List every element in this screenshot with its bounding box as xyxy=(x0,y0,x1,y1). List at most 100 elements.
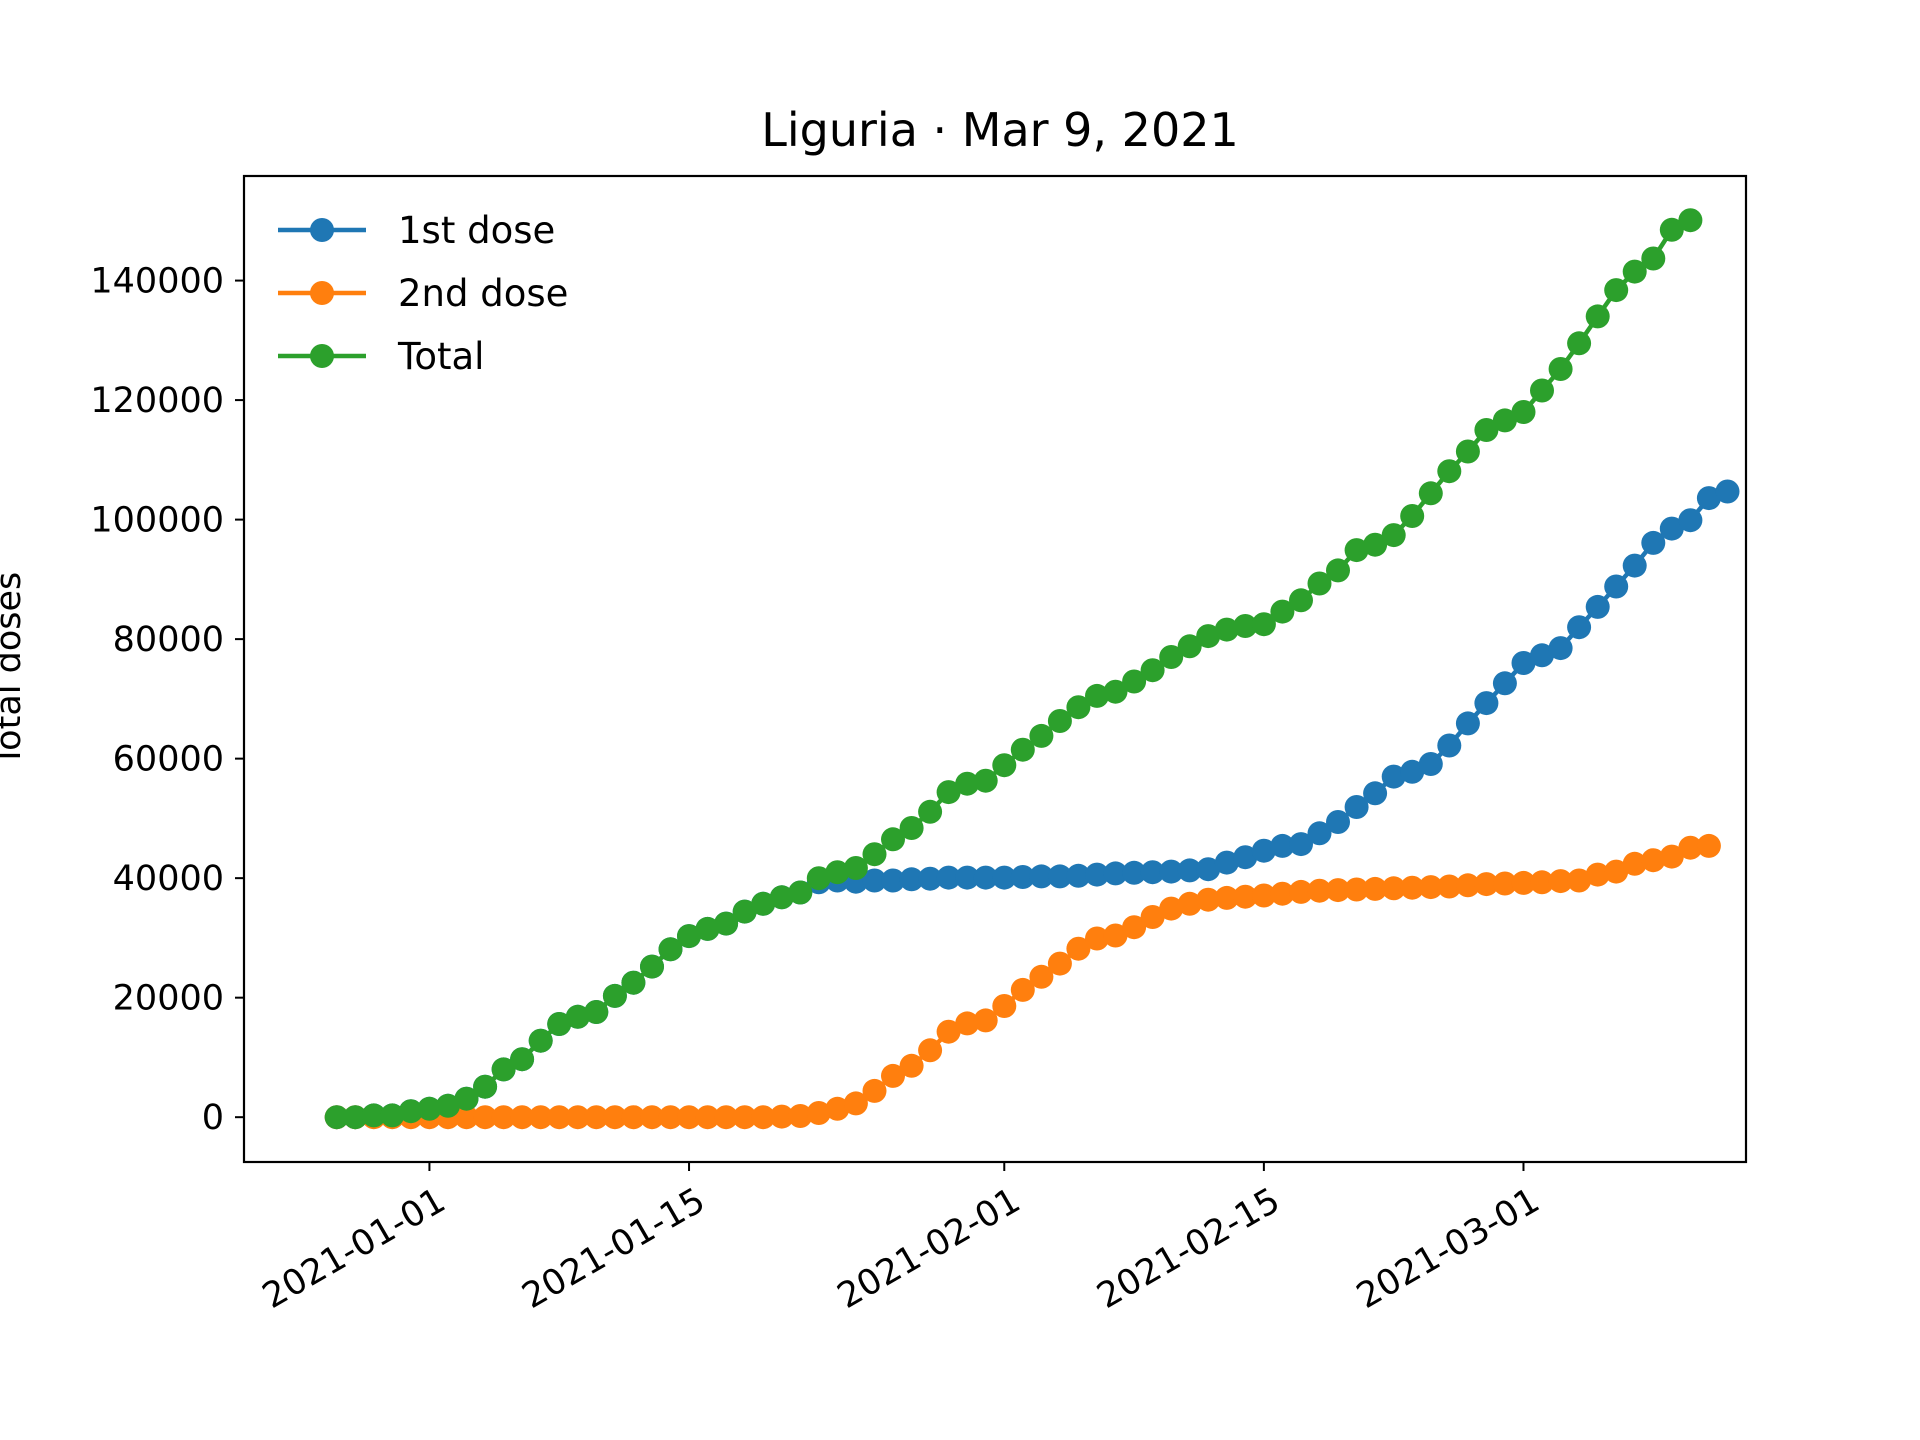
data-point xyxy=(1159,645,1184,669)
data-point xyxy=(454,1086,479,1111)
data-point xyxy=(1492,408,1517,433)
data-point xyxy=(695,1105,720,1130)
y-tick-label: 40000 xyxy=(113,859,224,899)
data-point xyxy=(992,865,1017,890)
data-point xyxy=(1326,558,1350,583)
data-point xyxy=(1363,532,1388,557)
data-point xyxy=(732,1105,757,1130)
data-point xyxy=(881,868,905,893)
data-point xyxy=(843,856,868,880)
data-point xyxy=(1010,737,1035,762)
data-point xyxy=(565,1105,590,1130)
data-point xyxy=(1511,400,1536,424)
data-point xyxy=(621,1105,646,1130)
data-point xyxy=(640,1105,664,1130)
data-point xyxy=(1548,636,1573,661)
data-point xyxy=(658,1105,683,1130)
data-point xyxy=(881,827,905,852)
data-point xyxy=(565,1004,590,1029)
data-point xyxy=(1029,964,1054,989)
data-point xyxy=(806,866,831,891)
legend-marker xyxy=(310,344,334,368)
data-point xyxy=(454,1105,479,1130)
data-point xyxy=(1066,863,1091,888)
data-point xyxy=(862,868,887,893)
data-point xyxy=(1103,679,1128,704)
data-point xyxy=(1604,278,1629,303)
data-point xyxy=(825,860,850,885)
data-point xyxy=(1437,459,1462,484)
data-point xyxy=(1696,486,1721,511)
data-point xyxy=(1159,896,1184,921)
data-point xyxy=(1047,951,1072,976)
data-point xyxy=(547,1012,572,1036)
data-point xyxy=(992,994,1017,1018)
data-point xyxy=(695,916,720,941)
data-point xyxy=(1289,832,1313,857)
data-point xyxy=(1622,851,1647,876)
data-point xyxy=(1140,658,1165,683)
data-point xyxy=(714,1105,739,1130)
data-point xyxy=(1659,516,1684,541)
data-point xyxy=(1659,844,1684,869)
legend-label: 2nd dose xyxy=(398,272,568,315)
data-point xyxy=(1326,878,1350,903)
data-point xyxy=(1381,764,1406,789)
data-point xyxy=(1344,877,1369,902)
x-tick-label: 2021-01-15 xyxy=(516,1181,712,1317)
data-point xyxy=(1122,915,1147,940)
legend-item: Total xyxy=(278,335,484,378)
legend-item: 1st dose xyxy=(278,209,555,252)
series-layer xyxy=(324,208,1740,1130)
data-point xyxy=(992,753,1017,778)
data-point xyxy=(1585,862,1610,887)
data-point xyxy=(1233,614,1258,638)
data-point xyxy=(862,842,887,867)
data-point xyxy=(1196,887,1221,912)
data-point xyxy=(1270,881,1295,906)
data-point xyxy=(1622,553,1647,578)
data-point xyxy=(1641,530,1666,555)
data-point xyxy=(1085,926,1109,951)
data-point xyxy=(1233,845,1258,870)
data-point xyxy=(380,1103,405,1128)
data-point xyxy=(1307,821,1332,846)
data-point xyxy=(1140,905,1165,929)
data-point xyxy=(1418,752,1443,776)
data-point xyxy=(769,1104,794,1129)
data-point xyxy=(1418,875,1443,900)
data-point xyxy=(806,1101,831,1125)
data-point xyxy=(324,1105,349,1130)
y-tick-label: 60000 xyxy=(113,740,224,780)
data-point xyxy=(602,983,627,1008)
data-point xyxy=(1177,634,1202,659)
data-point xyxy=(1307,571,1332,596)
data-point xyxy=(677,1105,701,1130)
data-point xyxy=(1344,538,1369,563)
data-point xyxy=(899,867,924,892)
data-point xyxy=(510,1047,535,1072)
x-tick-label: 2021-03-01 xyxy=(1350,1181,1546,1317)
data-point xyxy=(1715,479,1740,504)
chart-title: Liguria · Mar 9, 2021 xyxy=(761,103,1239,157)
series-2 xyxy=(324,208,1703,1130)
legend-marker xyxy=(310,281,334,305)
data-point xyxy=(1214,617,1239,642)
data-point xyxy=(1159,859,1184,884)
legend-marker xyxy=(310,218,334,242)
data-point xyxy=(1307,878,1332,903)
data-point xyxy=(1678,835,1703,860)
data-point xyxy=(1492,671,1517,696)
data-point xyxy=(547,1105,572,1130)
data-point xyxy=(491,1057,516,1082)
data-point xyxy=(1455,439,1480,464)
data-point xyxy=(1585,594,1610,619)
data-point xyxy=(732,899,757,924)
data-point xyxy=(1455,711,1480,736)
data-point xyxy=(1122,669,1147,694)
data-point xyxy=(1585,304,1610,329)
data-point xyxy=(1270,599,1295,624)
data-point xyxy=(1363,781,1388,806)
data-point xyxy=(843,1091,868,1116)
y-tick-label: 80000 xyxy=(113,620,224,660)
